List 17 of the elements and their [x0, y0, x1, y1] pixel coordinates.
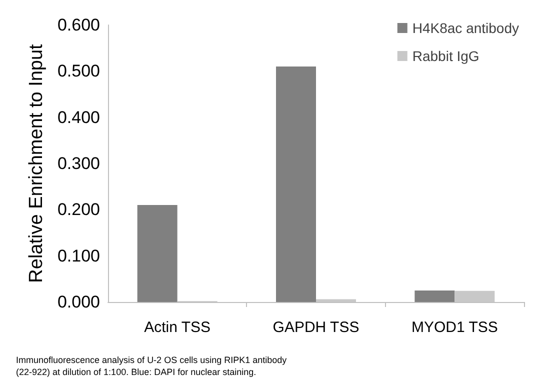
bar — [414, 290, 455, 302]
y-tick-label: 0.400 — [57, 108, 100, 127]
y-tick-label: 0.300 — [57, 154, 100, 173]
y-tick-label: 0.500 — [57, 62, 100, 81]
legend-label: Rabbit IgG — [412, 48, 480, 64]
legend-label: H4K8ac antibody — [412, 20, 520, 36]
y-tick-label: 0.000 — [57, 292, 100, 312]
x-tick-label: MYOD1 TSS — [411, 319, 498, 336]
y-axis-title: Relative Enrichment to Input — [26, 43, 47, 283]
text: Immunofluorescence analysis of U-2 OS cells using RIPK1 antibody (22-922) at dilution of 1:100. Blue: DAPI for nuclear staining. — [16, 355, 288, 377]
x-tick-label: Actin TSS — [144, 319, 211, 336]
bar — [276, 66, 316, 302]
bar — [137, 205, 178, 302]
y-tick-label: 0.600 — [57, 16, 100, 34]
y-tick-label: 0.200 — [57, 200, 100, 220]
y-tick-label: 0.100 — [57, 246, 100, 266]
x-tick-label: GAPDH TSS — [272, 319, 360, 336]
